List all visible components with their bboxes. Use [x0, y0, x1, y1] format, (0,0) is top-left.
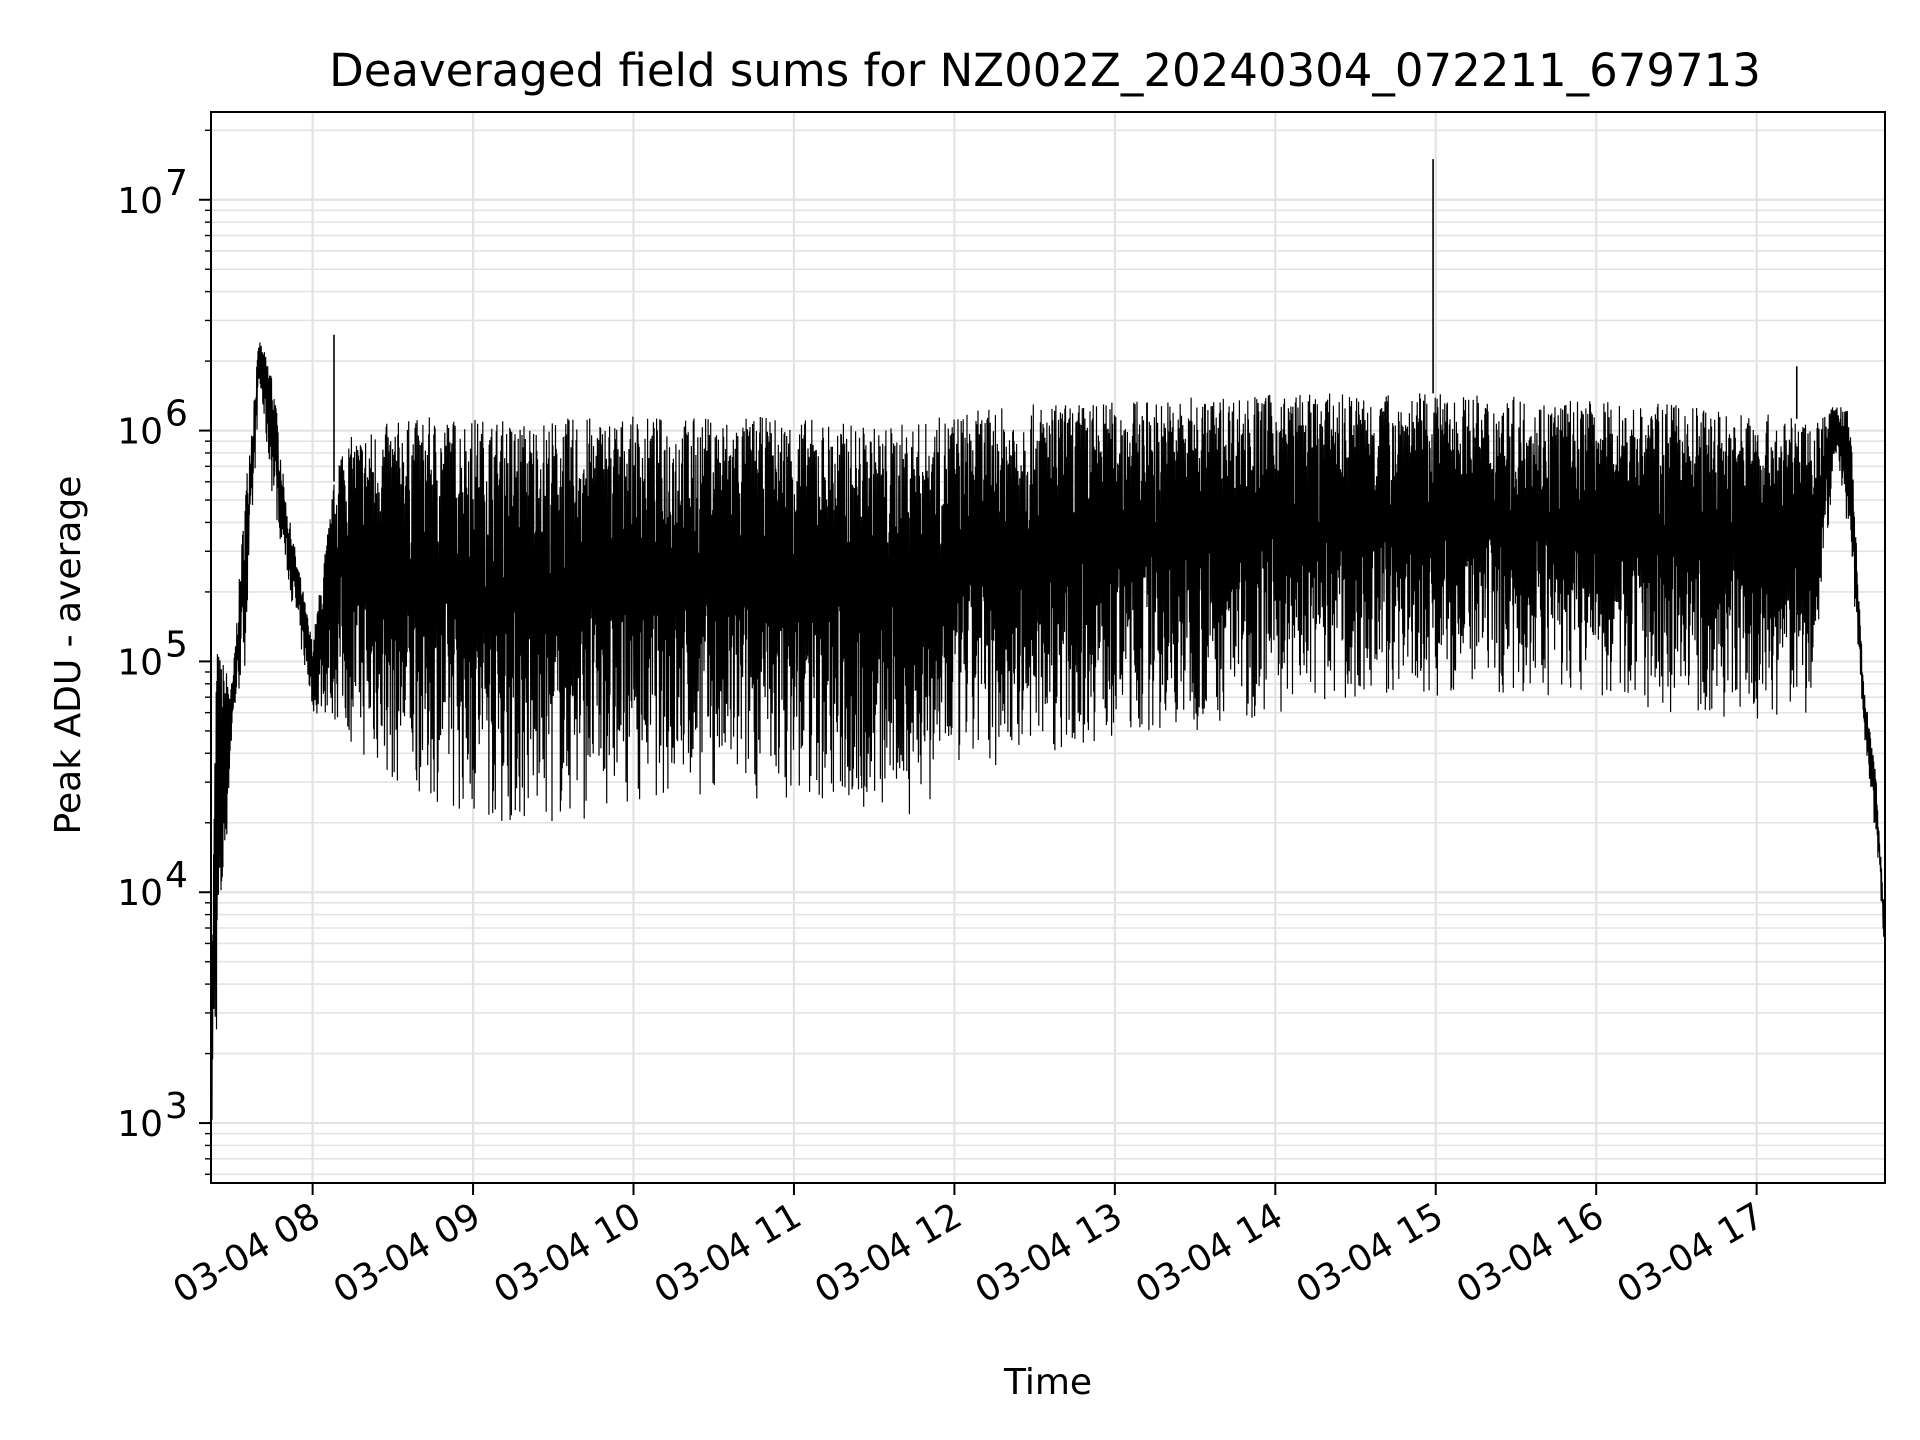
y-tick-exponent: 6 [165, 394, 188, 435]
x-tick-label: 03-04 12 [808, 1195, 969, 1311]
x-tick-label: 03-04 10 [487, 1195, 648, 1311]
plot-area [210, 159, 1886, 1120]
x-tick-label: 03-04 14 [1129, 1195, 1290, 1311]
y-tick-label: 10 [117, 1104, 163, 1145]
x-tick-label: 03-04 15 [1290, 1195, 1451, 1311]
y-tick-label: 10 [117, 181, 163, 222]
y-tick-label: 10 [117, 412, 163, 453]
y-tick-exponent: 5 [165, 624, 188, 665]
y-tick-exponent: 4 [165, 855, 188, 896]
x-axis-label: Time [1003, 1362, 1092, 1403]
series-line [210, 342, 1886, 1120]
x-tick-label: 03-04 16 [1450, 1195, 1611, 1311]
y-axis-label: Peak ADU - average [48, 476, 89, 835]
y-tick-label: 10 [117, 873, 163, 914]
x-tick-label: 03-04 08 [166, 1195, 327, 1311]
chart-title: Deaveraged field sums for NZ002Z_2024030… [329, 44, 1761, 97]
x-tick-label: 03-04 13 [969, 1195, 1130, 1311]
x-tick-label: 03-04 17 [1610, 1195, 1771, 1311]
y-tick-exponent: 7 [165, 163, 188, 204]
x-tick-label: 03-04 09 [327, 1195, 488, 1311]
x-tick-label: 03-04 11 [648, 1195, 809, 1311]
plot-frame [210, 111, 1886, 1184]
y-tick-exponent: 3 [165, 1086, 188, 1127]
y-tick-label: 10 [117, 642, 163, 683]
